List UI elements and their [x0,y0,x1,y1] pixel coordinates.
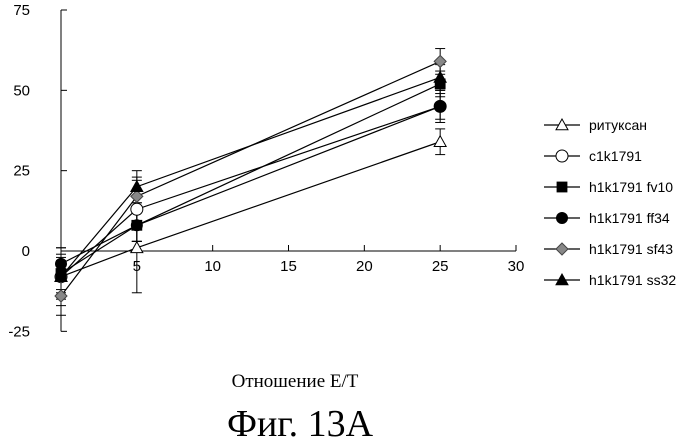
figure-caption: Фиг. 13A [227,403,374,443]
data-point [131,181,143,192]
x-tick-label: 25 [432,258,449,275]
legend-item: h1k1791 ss32 [544,272,676,288]
legend-item: h1k1791 ff34 [544,210,670,226]
x-tick-label: 30 [508,258,525,275]
legend-item: c1k1791 [544,148,642,164]
data-point [131,219,143,231]
legend: ритуксан c1k1791 h1k1791 fv10 h1k1791 ff34 h… [544,117,676,288]
data-point [55,290,67,302]
data-point [434,71,446,82]
chart: 7550250-2551015202530 ритуксанc1k1791h1k… [0,0,700,443]
legend-label: c1k1791 [589,148,642,164]
legend-item: h1k1791 fv10 [544,179,673,195]
x-tick-label: 20 [356,258,373,275]
data-point [55,258,67,270]
y-tick-label: 50 [13,82,30,99]
axes: 7550250-2551015202530 [8,2,524,340]
legend-label: ритуксан [589,117,647,133]
legend-marker [557,182,568,193]
legend-label: h1k1791 ss32 [589,272,676,288]
x-axis-label: Отношение E/T [232,371,359,392]
y-tick-label: 0 [22,243,30,260]
y-tick-label: 75 [13,2,30,19]
series-markers [55,55,446,302]
legend-label: h1k1791 ff34 [589,210,670,226]
y-tick-label: 25 [13,163,30,180]
data-point [434,100,446,112]
data-point [131,203,143,215]
error-bars [56,49,445,316]
legend-marker [556,150,568,162]
legend-item: ритуксан [544,117,647,133]
legend-label: h1k1791 sf43 [589,241,673,257]
x-tick-label: 15 [280,258,297,275]
data-point [434,55,446,67]
series-lines [61,61,440,296]
legend-item: h1k1791 sf43 [544,241,673,257]
series-line [61,106,440,263]
series-line [61,77,440,276]
legend-marker [556,212,568,224]
data-point [434,136,446,147]
series-line [61,84,440,274]
y-tick-label: -25 [8,323,30,340]
series-line [61,61,440,296]
x-tick-label: 10 [204,258,221,275]
legend-label: h1k1791 fv10 [589,179,673,195]
data-point [131,242,143,253]
legend-marker [556,243,568,255]
